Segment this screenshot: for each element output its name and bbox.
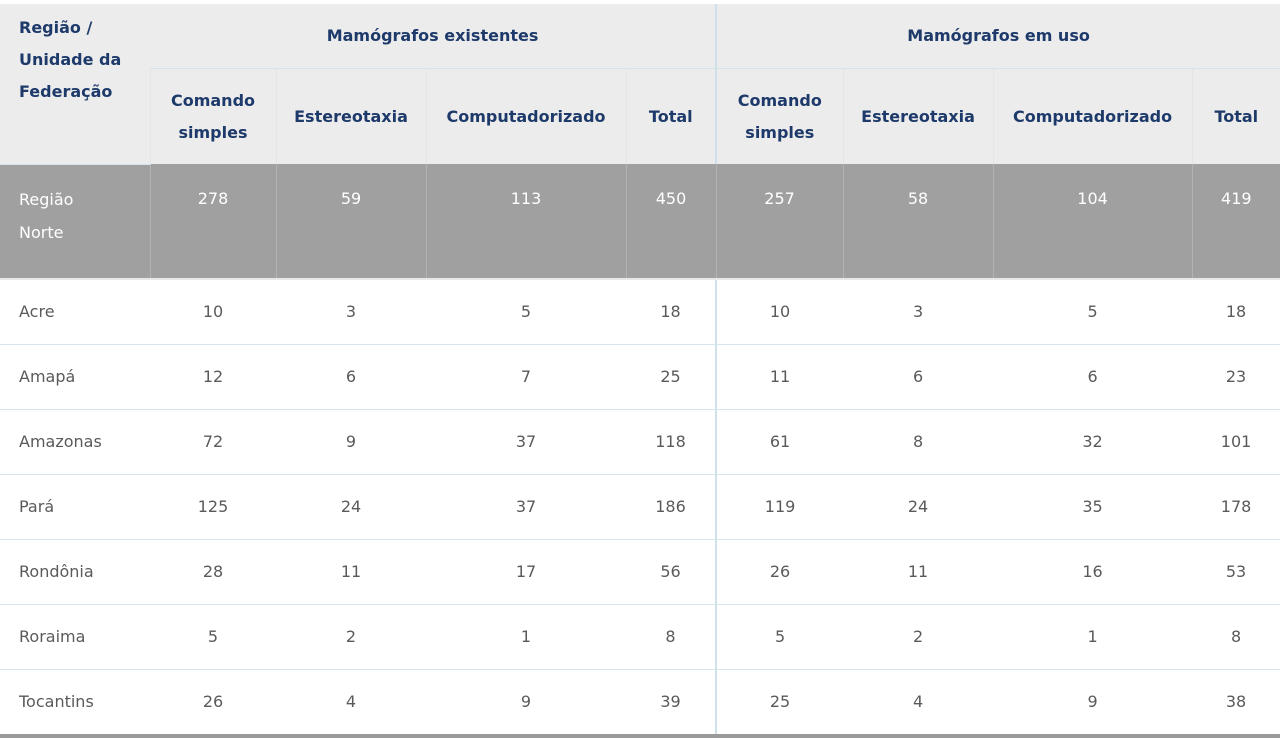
cell: 25 <box>626 344 717 410</box>
column-header: Comando simples <box>149 68 276 164</box>
row-label: Tocantins <box>0 669 150 738</box>
cell: 450 <box>625 164 717 280</box>
cell: 1 <box>426 604 626 670</box>
cell: 6 <box>276 344 426 410</box>
cell: 39 <box>626 669 717 738</box>
cell: 118 <box>626 409 717 475</box>
cell: 1 <box>993 604 1193 670</box>
cell: 26 <box>715 539 844 605</box>
cell: 119 <box>715 474 844 540</box>
cell: 4 <box>276 669 426 738</box>
cell: 56 <box>626 539 717 605</box>
cell: 2 <box>843 604 994 670</box>
cell: 53 <box>1192 539 1280 605</box>
column-header: Comando simples <box>715 68 844 164</box>
cell: 5 <box>993 278 1193 345</box>
cell: 23 <box>1192 344 1280 410</box>
row-label: Amapá <box>0 344 150 410</box>
row-label: Roraima <box>0 604 150 670</box>
data-table: Região / Unidade da Federação Mamógrafos… <box>0 4 1280 738</box>
data-row: Roraima 5 2 1 8 5 2 1 8 <box>0 604 1280 670</box>
column-header: Computadorizado <box>992 68 1193 164</box>
cell: 72 <box>150 409 276 475</box>
column-header: Estereotaxia <box>275 68 426 164</box>
data-row: Amapá 12 6 7 25 11 6 6 23 <box>0 344 1280 410</box>
cell: 18 <box>1192 278 1280 345</box>
cell: 5 <box>426 278 626 345</box>
cell: 28 <box>150 539 276 605</box>
cell: 24 <box>843 474 994 540</box>
row-label: Amazonas <box>0 409 150 475</box>
cell: 12 <box>150 344 276 410</box>
row-label-cell: Região Norte <box>0 164 150 280</box>
cell: 11 <box>276 539 426 605</box>
cell: 24 <box>276 474 426 540</box>
column-header: Computadorizado <box>425 68 626 164</box>
data-row: Tocantins 26 4 9 39 25 4 9 38 <box>0 669 1280 738</box>
data-row: Acre 10 3 5 18 10 3 5 18 <box>0 278 1280 345</box>
cell: 278 <box>149 164 276 280</box>
cell: 11 <box>843 539 994 605</box>
group-header: Mamógrafos em uso <box>715 4 1280 69</box>
row-label: Rondônia <box>0 539 150 605</box>
cell: 104 <box>992 164 1193 280</box>
column-header: Estereotaxia <box>842 68 994 164</box>
cell: 101 <box>1192 409 1280 475</box>
cell: 8 <box>1192 604 1280 670</box>
cell: 8 <box>843 409 994 475</box>
column-header: Total <box>625 68 717 164</box>
row-label: Acre <box>0 278 150 345</box>
cell: 5 <box>150 604 276 670</box>
page: Região / Unidade da Federação Mamógrafos… <box>0 4 1280 738</box>
row-label: Pará <box>0 474 150 540</box>
cell: 18 <box>626 278 717 345</box>
cell: 10 <box>150 278 276 345</box>
cell: 419 <box>1191 164 1280 280</box>
cell: 3 <box>276 278 426 345</box>
cell: 4 <box>843 669 994 738</box>
cell: 38 <box>1192 669 1280 738</box>
data-row: Pará 125 24 37 186 119 24 35 178 <box>0 474 1280 540</box>
cell: 37 <box>426 474 626 540</box>
cell: 17 <box>426 539 626 605</box>
cell: 7 <box>426 344 626 410</box>
cell: 10 <box>715 278 844 345</box>
cell: 9 <box>993 669 1193 738</box>
corner-header: Região / Unidade da Federação <box>0 4 150 165</box>
cell: 9 <box>276 409 426 475</box>
cell: 125 <box>150 474 276 540</box>
corner-text: Região / Unidade da Federação <box>19 18 122 101</box>
cell: 5 <box>715 604 844 670</box>
cell: 26 <box>150 669 276 738</box>
group-header: Mamógrafos existentes <box>150 4 717 69</box>
cell: 113 <box>425 164 626 280</box>
cell: 186 <box>626 474 717 540</box>
cell: 178 <box>1192 474 1280 540</box>
cell: 9 <box>426 669 626 738</box>
cell: 25 <box>715 669 844 738</box>
data-row: Amazonas 72 9 37 118 61 8 32 101 <box>0 409 1280 475</box>
cell: 3 <box>843 278 994 345</box>
column-header: Total <box>1191 68 1280 164</box>
cell: 8 <box>626 604 717 670</box>
cell: 59 <box>275 164 426 280</box>
row-label: Região Norte <box>19 189 74 242</box>
cell: 58 <box>842 164 994 280</box>
data-row: Rondônia 28 11 17 56 26 11 16 53 <box>0 539 1280 605</box>
region-row: Região Norte 278 59 113 450 257 58 104 419 <box>0 164 1280 280</box>
cell: 257 <box>715 164 844 280</box>
cell: 61 <box>715 409 844 475</box>
cell: 2 <box>276 604 426 670</box>
cell: 6 <box>993 344 1193 410</box>
cell: 6 <box>843 344 994 410</box>
cell: 37 <box>426 409 626 475</box>
cell: 11 <box>715 344 844 410</box>
cell: 16 <box>993 539 1193 605</box>
cell: 35 <box>993 474 1193 540</box>
cell: 32 <box>993 409 1193 475</box>
